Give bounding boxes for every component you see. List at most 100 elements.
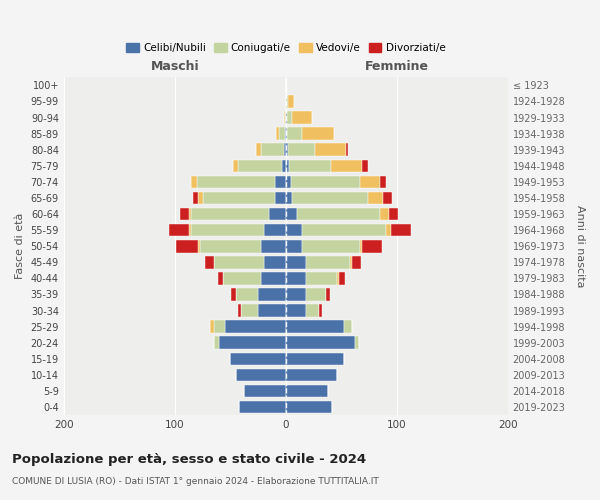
Bar — [279, 128, 284, 140]
Bar — [289, 160, 331, 172]
Bar — [286, 272, 306, 284]
Bar — [214, 320, 225, 333]
Bar — [287, 128, 302, 140]
Bar — [284, 128, 286, 140]
Bar — [286, 176, 292, 188]
Bar — [286, 401, 332, 413]
Bar — [380, 176, 386, 188]
Bar — [189, 224, 191, 236]
Text: Popolazione per età, sesso e stato civile - 2024: Popolazione per età, sesso e stato civil… — [12, 452, 366, 466]
Bar — [193, 192, 198, 204]
Bar — [263, 224, 286, 236]
Bar — [269, 208, 286, 220]
Text: Maschi: Maschi — [151, 60, 199, 72]
Bar — [286, 256, 306, 268]
Bar — [205, 256, 214, 268]
Bar — [256, 144, 262, 156]
Bar — [189, 208, 191, 220]
Bar — [286, 384, 328, 398]
Bar — [214, 336, 219, 349]
Bar — [326, 288, 330, 301]
Bar — [350, 256, 352, 268]
Bar — [263, 256, 286, 268]
Bar — [383, 192, 392, 204]
Bar — [225, 320, 286, 333]
Bar — [292, 192, 368, 204]
Bar — [306, 256, 350, 268]
Bar — [362, 160, 368, 172]
Bar — [286, 320, 344, 333]
Bar — [275, 176, 286, 188]
Bar — [219, 336, 286, 349]
Bar — [380, 208, 389, 220]
Bar — [287, 112, 292, 124]
Bar — [302, 224, 386, 236]
Bar — [262, 272, 286, 284]
Bar — [244, 384, 286, 398]
Bar — [230, 352, 286, 365]
Bar — [200, 240, 262, 252]
Bar — [236, 288, 258, 301]
Bar — [275, 192, 286, 204]
Bar — [386, 224, 391, 236]
Bar — [286, 352, 344, 365]
Bar — [262, 144, 284, 156]
Bar — [198, 240, 200, 252]
Bar — [360, 176, 380, 188]
Bar — [198, 192, 203, 204]
Bar — [286, 112, 287, 124]
Bar — [306, 304, 319, 317]
Bar — [223, 272, 262, 284]
Bar — [218, 272, 223, 284]
Bar — [319, 304, 322, 317]
Bar — [286, 128, 287, 140]
Bar — [284, 112, 286, 124]
Bar — [331, 160, 362, 172]
Bar — [232, 288, 236, 301]
Bar — [344, 320, 352, 333]
Bar — [352, 256, 361, 268]
Bar — [239, 401, 286, 413]
Bar — [286, 144, 288, 156]
Bar — [389, 208, 398, 220]
Bar — [286, 240, 302, 252]
Bar — [286, 208, 297, 220]
Bar — [355, 336, 359, 349]
Text: COMUNE DI LUSIA (RO) - Dati ISTAT 1° gennaio 2024 - Elaborazione TUTTITALIA.IT: COMUNE DI LUSIA (RO) - Dati ISTAT 1° gen… — [12, 478, 379, 486]
Bar — [169, 224, 189, 236]
Bar — [286, 288, 306, 301]
Bar — [203, 192, 275, 204]
Bar — [214, 256, 263, 268]
Bar — [314, 144, 346, 156]
Bar — [191, 224, 263, 236]
Bar — [286, 336, 355, 349]
Bar — [391, 224, 411, 236]
Bar — [286, 304, 306, 317]
Bar — [306, 272, 337, 284]
Y-axis label: Anni di nascita: Anni di nascita — [575, 205, 585, 288]
Bar — [238, 304, 241, 317]
Bar — [286, 368, 337, 381]
Bar — [302, 240, 360, 252]
Bar — [276, 128, 279, 140]
Bar — [306, 288, 326, 301]
Bar — [302, 128, 334, 140]
Bar — [241, 304, 258, 317]
Bar — [288, 95, 293, 108]
Bar — [191, 208, 269, 220]
Bar — [292, 176, 360, 188]
Bar — [238, 160, 283, 172]
Bar — [211, 320, 214, 333]
Bar — [337, 272, 339, 284]
Bar — [339, 272, 344, 284]
Bar — [286, 95, 288, 108]
Text: Femmine: Femmine — [365, 60, 429, 72]
Bar — [283, 160, 286, 172]
Bar — [297, 208, 380, 220]
Bar — [368, 192, 383, 204]
Bar — [236, 368, 286, 381]
Bar — [262, 240, 286, 252]
Y-axis label: Fasce di età: Fasce di età — [15, 213, 25, 280]
Bar — [362, 240, 382, 252]
Bar — [346, 144, 348, 156]
